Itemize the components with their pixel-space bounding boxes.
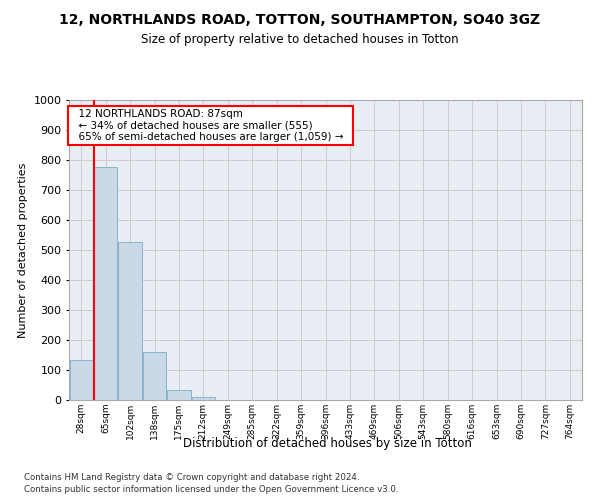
Bar (118, 242, 142, 400)
Text: Distribution of detached houses by size in Totton: Distribution of detached houses by size … (182, 438, 472, 450)
Y-axis label: Number of detached properties: Number of detached properties (18, 162, 28, 338)
Text: Contains public sector information licensed under the Open Government Licence v3: Contains public sector information licen… (24, 485, 398, 494)
Bar (143, 352, 166, 400)
Text: Size of property relative to detached houses in Totton: Size of property relative to detached ho… (141, 32, 459, 46)
Text: 12, NORTHLANDS ROAD, TOTTON, SOUTHAMPTON, SO40 3GZ: 12, NORTHLANDS ROAD, TOTTON, SOUTHAMPTON… (59, 12, 541, 26)
Bar (70, 360, 93, 400)
Bar (94, 166, 117, 400)
Bar (167, 390, 191, 400)
Bar (192, 397, 215, 400)
Text: 12 NORTHLANDS ROAD: 87sqm  
  ← 34% of detached houses are smaller (555)  
  65%: 12 NORTHLANDS ROAD: 87sqm ← 34% of detac… (71, 109, 350, 142)
Text: Contains HM Land Registry data © Crown copyright and database right 2024.: Contains HM Land Registry data © Crown c… (24, 472, 359, 482)
